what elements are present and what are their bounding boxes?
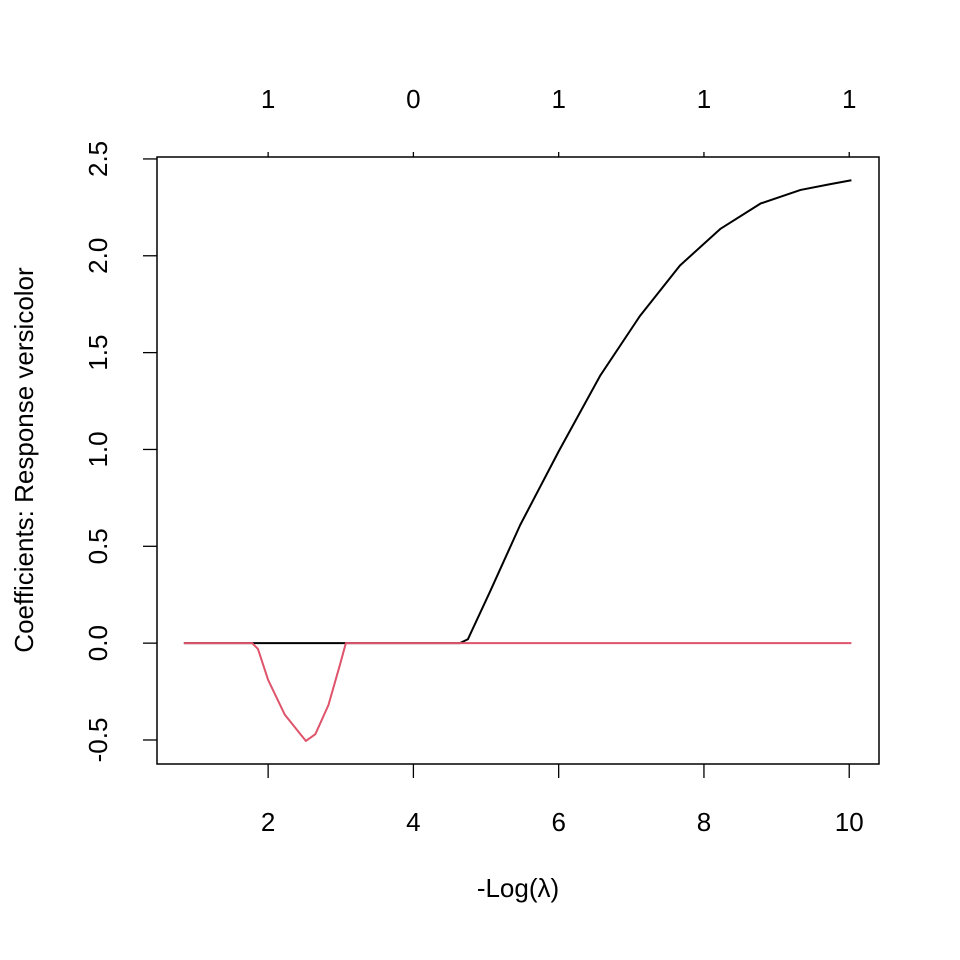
- y-tick-label: 0.5: [83, 528, 113, 564]
- top-tick-label: 1: [697, 84, 711, 114]
- y-tick-label: 2.5: [83, 141, 113, 177]
- x-tick-label: 6: [551, 807, 565, 837]
- series-line: [183, 642, 852, 742]
- top-tick-label: 1: [261, 84, 275, 114]
- y-tick-label: 1.0: [83, 431, 113, 467]
- series-line: [183, 179, 852, 645]
- y-axis-label: Coefficients: Response versicolor: [9, 267, 39, 653]
- x-tick-label: 10: [835, 807, 864, 837]
- x-tick-label: 4: [406, 807, 420, 837]
- top-tick-label: 0: [406, 84, 420, 114]
- y-tick-label: -0.5: [83, 718, 113, 763]
- plot-frame: [156, 156, 880, 765]
- top-tick-label: 1: [842, 84, 856, 114]
- y-tick-label: 0.0: [83, 625, 113, 661]
- x-axis-label: -Log(λ): [477, 873, 559, 903]
- y-tick-label: 1.5: [83, 335, 113, 371]
- y-tick-label: 2.0: [83, 238, 113, 274]
- x-tick-label: 2: [261, 807, 275, 837]
- x-tick-label: 8: [697, 807, 711, 837]
- top-tick-label: 1: [551, 84, 565, 114]
